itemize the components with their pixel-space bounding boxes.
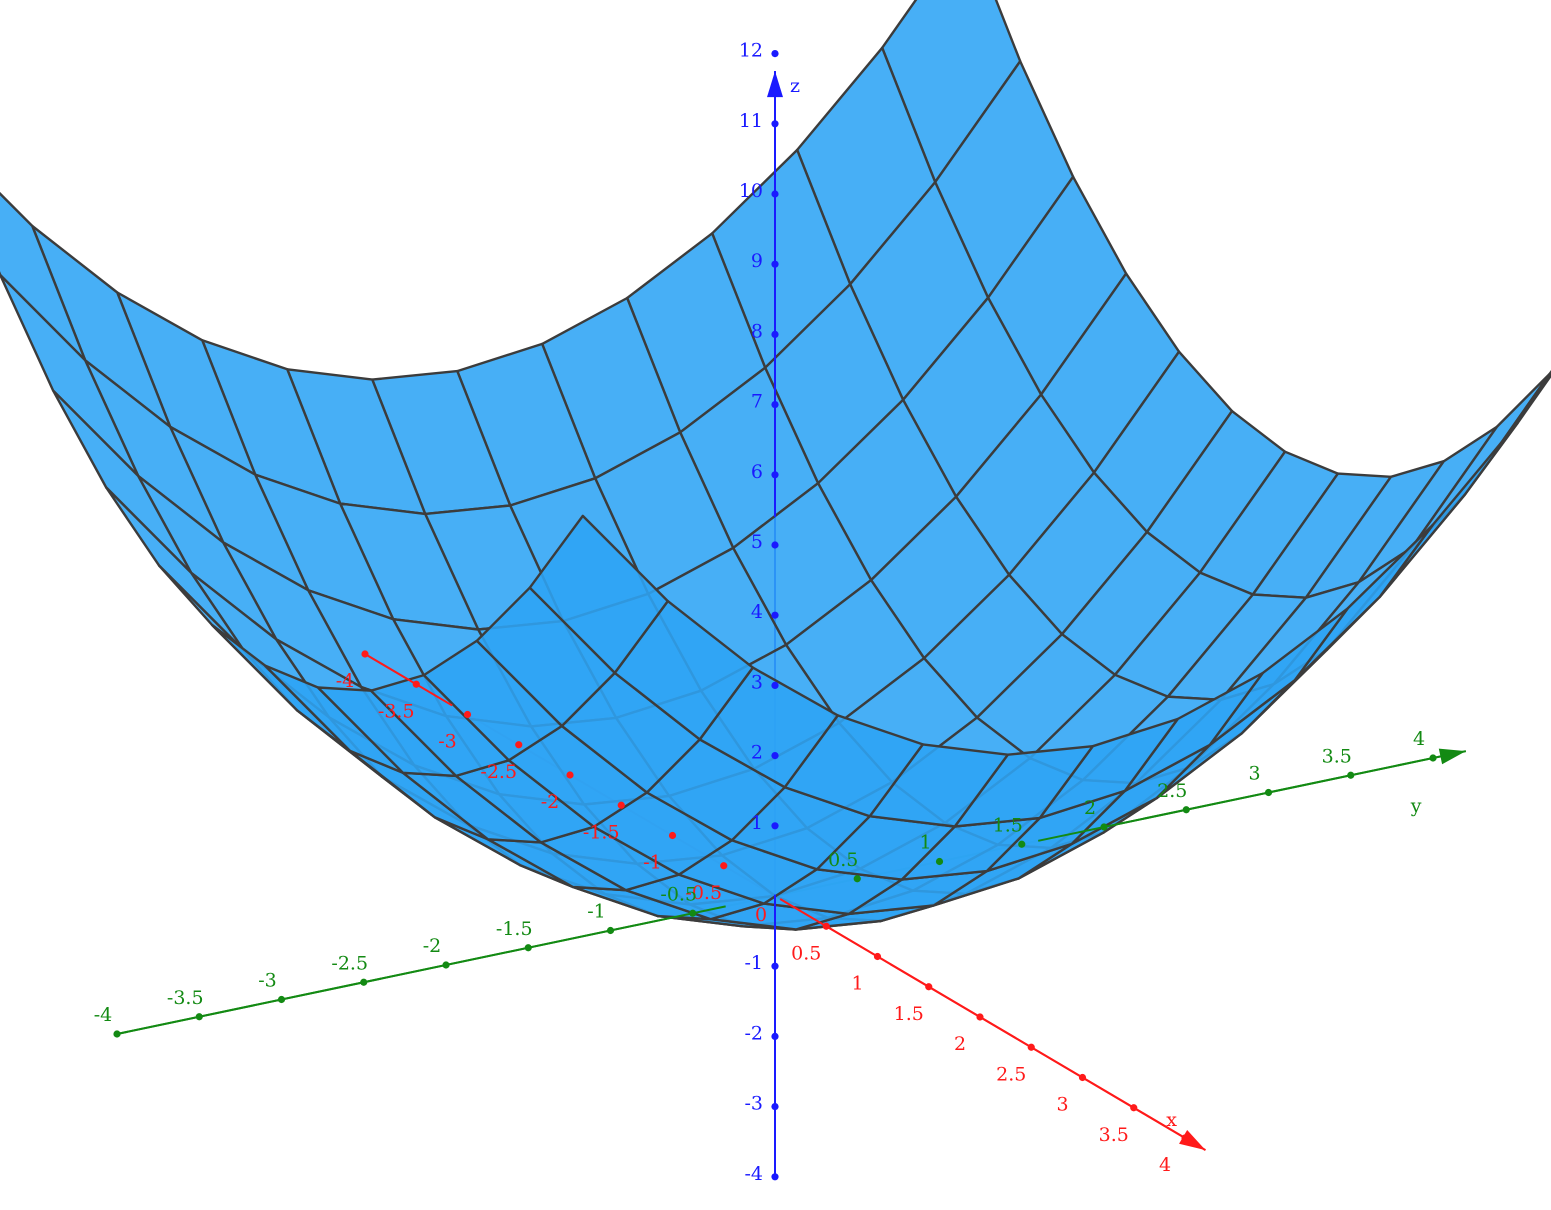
x-axis-front-segment [779, 898, 1196, 1145]
x-tick-label: -1 [643, 852, 662, 874]
z-tick-label: -4 [744, 1163, 763, 1185]
x-tick-label: 0.5 [791, 942, 821, 964]
z-tick-mark [771, 611, 779, 619]
paraboloid-surface [0, 0, 1551, 931]
z-tick-label: 1 [751, 812, 763, 834]
z-tick-mark [771, 822, 779, 830]
z-tick-mark [771, 752, 779, 760]
x-tick-label: 4 [1159, 1154, 1171, 1176]
y-tick-label: -2 [423, 935, 442, 957]
z-tick-label: 4 [751, 601, 763, 623]
y-tick-label: 0.5 [828, 849, 858, 871]
z-tick-label: 2 [751, 742, 763, 764]
y-tick-mark [1018, 840, 1026, 848]
y-tick-label: -2.5 [331, 952, 368, 974]
x-tick-label: -3 [438, 731, 457, 753]
z-tick-label: 7 [751, 391, 763, 413]
x-tick-label: 2.5 [996, 1063, 1026, 1085]
z-tick-label: 3 [751, 671, 763, 693]
y-tick-label: 1.5 [993, 814, 1023, 836]
z-tick-label: 6 [751, 461, 763, 483]
axis-tick-labels: -4 -3.5 -3 -2.5 -2 -1.5 -1 -0.5 0 0.5 1 1.5 2 2.5 3 3.5… [94, 40, 1425, 1185]
y-tick-label: -1 [587, 901, 606, 923]
x-tick-mark [566, 771, 574, 779]
y-tick-label: 3 [1248, 763, 1260, 785]
y-tick-label: 2.5 [1157, 780, 1187, 802]
x-tick-label: -2 [541, 791, 560, 813]
x-tick-label: -1.5 [583, 821, 620, 843]
x-tick-mark [617, 801, 625, 809]
x-tick-label: 3 [1056, 1094, 1068, 1116]
x-axis-negative-segment [364, 653, 453, 707]
axes-in-front [113, 50, 1466, 1181]
z-tick-label: 10 [739, 180, 763, 202]
z-tick-label: 11 [739, 110, 763, 132]
y-axis-arrow [1438, 748, 1466, 765]
y-tick-mark [935, 857, 944, 866]
y-tick-label: 4 [1413, 728, 1425, 750]
z-tick-label: 9 [751, 250, 763, 272]
x-tick-label: -4 [336, 670, 355, 692]
x-tick-label: 1.5 [894, 1003, 924, 1025]
y-tick-label: -0.5 [660, 883, 697, 905]
x-tick-label: 2 [954, 1033, 966, 1055]
y-axis-label: y [1410, 795, 1422, 817]
x-axis-label: x [1166, 1109, 1177, 1131]
y-tick-label: 1 [919, 832, 931, 854]
x-tick-label: 0 [755, 904, 767, 926]
z-tick-label: 8 [751, 320, 763, 342]
y-tick-label: 3.5 [1322, 745, 1352, 767]
x-tick-label: 3.5 [1099, 1124, 1129, 1146]
y-tick-label: 2 [1084, 797, 1096, 819]
x-tick-mark [463, 710, 472, 719]
x-tick-label: -0.5 [685, 882, 722, 904]
z-tick-label: -2 [744, 1022, 763, 1044]
x-tick-label: 1 [851, 973, 863, 995]
y-axis-front-segment [1037, 753, 1450, 842]
z-axis-label: z [790, 75, 800, 97]
z-tick-mark [771, 541, 779, 549]
surface-patch [1410, 372, 1551, 549]
x-tick-mark [515, 741, 523, 749]
z-tick-mark [771, 50, 779, 58]
y-tick-label: -1.5 [496, 918, 533, 940]
y-tick-label: -3 [258, 970, 277, 992]
z-tick-label: 5 [751, 531, 763, 553]
z-tick-label: -1 [744, 952, 763, 974]
z-tick-label: -3 [744, 1093, 763, 1115]
z-tick-label: 12 [739, 40, 763, 62]
x-tick-label: -2.5 [480, 761, 517, 783]
y-tick-mark [853, 875, 861, 883]
y-axis-front-segment [116, 905, 726, 1035]
x-tick-label: -3.5 [378, 700, 415, 722]
z-tick-mark [771, 681, 779, 690]
surface-patch [528, 514, 669, 675]
y-tick-label: -4 [94, 1004, 113, 1026]
x-tick-mark [668, 831, 677, 840]
x-tick-mark [720, 862, 728, 870]
y-tick-label: -3.5 [167, 987, 204, 1009]
